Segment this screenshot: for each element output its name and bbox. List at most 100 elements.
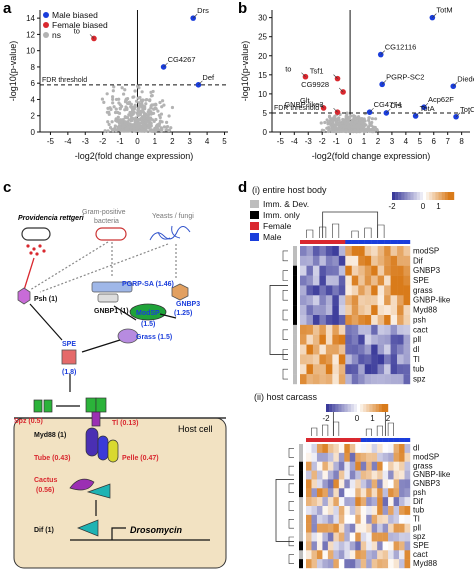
heatmap-cell <box>360 541 367 551</box>
tube-label: Tube (0.43) <box>34 455 70 462</box>
point-label: CG4267 <box>168 55 196 64</box>
ns-point <box>127 122 131 126</box>
heatmap-cell <box>332 354 340 365</box>
point-label: CG4774 <box>374 100 402 109</box>
color-scale-cell <box>419 192 424 200</box>
sex-annotation-cell <box>325 240 333 244</box>
heatmap-cell <box>393 523 400 533</box>
heatmap-cell <box>404 488 411 498</box>
heatmap-cell <box>351 275 359 286</box>
heatmap-cell <box>344 452 350 462</box>
column-dendrogram-branch <box>364 227 372 238</box>
point-label: Glt <box>300 96 311 105</box>
heatmap-cell <box>306 374 314 385</box>
ns-point <box>108 126 113 130</box>
heatmap-cell <box>333 550 340 560</box>
heatmap-cell <box>371 452 378 462</box>
heatmap-cell <box>351 285 359 296</box>
x-tick-label: 2 <box>170 137 175 146</box>
ns-point <box>148 98 152 102</box>
heatmap-cell <box>333 470 340 480</box>
heatmap-cell <box>316 470 323 480</box>
heatmap-cell <box>382 550 389 560</box>
heatmap-cell <box>393 488 400 498</box>
heatmap-cell <box>377 295 385 306</box>
ns-point <box>368 121 372 125</box>
heatmap-cell <box>319 374 327 385</box>
ns-point <box>371 129 375 134</box>
heatmap-cell <box>349 514 356 524</box>
row-dendrogram-branch <box>288 448 294 458</box>
row-dendrogram-branch <box>288 536 294 547</box>
gnbp1-label: GNBP1 (1) <box>94 308 129 315</box>
ns-point <box>375 128 379 132</box>
gene-class-cell <box>293 265 297 276</box>
ns-point <box>326 126 331 130</box>
heatmap-cell <box>333 559 340 569</box>
heatmap-cell <box>338 295 346 306</box>
ns-point <box>319 121 323 125</box>
heatmap-cell <box>312 265 320 276</box>
yeast-label: Yeasts / fungi <box>152 213 194 220</box>
heatmap-cell <box>358 305 365 316</box>
point-label: Drs <box>197 6 209 15</box>
ns-point <box>157 128 161 132</box>
color-scale-cell <box>353 404 358 412</box>
color-scale-cell <box>335 404 339 412</box>
ns-point <box>143 119 148 123</box>
heatmap-cell <box>382 444 389 454</box>
heatmap-cell <box>333 444 340 454</box>
heatmap-cell <box>388 488 394 498</box>
heatmap-cell <box>399 532 405 542</box>
heatmap-cell <box>358 334 365 345</box>
ns-point <box>326 129 330 134</box>
heatmap-cell <box>300 354 307 365</box>
row-dendrogram-branch <box>282 270 288 281</box>
heatmap-cell <box>364 275 372 286</box>
panel-c: c Host cell Providencia rettgeri Gram-po… <box>3 179 227 569</box>
ns-point <box>154 107 158 111</box>
heatmap-cell <box>377 265 385 276</box>
gene-label: spz <box>413 532 425 541</box>
ns-point <box>135 84 140 88</box>
sex-annotation-cell <box>360 438 367 442</box>
gene-label: grass <box>413 286 433 295</box>
ns-point <box>110 95 115 99</box>
heatmap-cell <box>312 374 320 385</box>
heatmap-cell <box>397 354 404 365</box>
ns-point <box>149 106 153 110</box>
point-label: TotC <box>460 105 474 114</box>
heatmap-cell <box>377 550 383 560</box>
heatmap-cell <box>364 285 372 296</box>
heatmap-cell <box>366 523 372 533</box>
heatmap-cell <box>332 246 340 257</box>
heatmap-cell <box>322 497 329 507</box>
heatmap-cell <box>366 541 372 551</box>
sex-annotation-cell <box>312 240 320 244</box>
heatmap-cell <box>327 550 334 560</box>
heatmap-cell <box>327 452 334 462</box>
heatmap-cell <box>351 255 359 266</box>
heatmap-cell <box>312 334 320 345</box>
point-label: to <box>285 65 291 74</box>
heatmap-cell <box>306 532 312 542</box>
heatmap-cell <box>388 532 394 542</box>
heatmap-cell <box>397 255 404 266</box>
color-scale-cell <box>341 404 345 412</box>
row-dendrogram-branch <box>288 501 294 511</box>
spe-icon <box>61 349 77 365</box>
heatmap-cell <box>366 559 372 569</box>
heatmap-cell <box>316 550 323 560</box>
gene-class-cell <box>299 541 303 551</box>
spe-label-2: (1.8) <box>62 369 76 376</box>
ns-point <box>148 129 152 133</box>
heatmap-cell <box>311 514 318 524</box>
x-tick-label: -3 <box>82 137 90 146</box>
heatmap-cell <box>366 550 372 560</box>
x-tick-label: 1 <box>153 137 158 146</box>
ns-point <box>151 111 155 116</box>
ns-point <box>350 122 354 126</box>
heatmap-cell <box>404 532 411 542</box>
y-tick-label: 10 <box>258 90 267 99</box>
heatmap-cell <box>312 285 320 296</box>
